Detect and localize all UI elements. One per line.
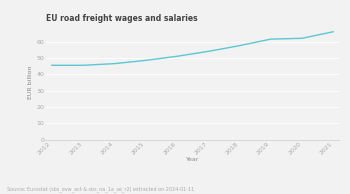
X-axis label: Year: Year (186, 157, 199, 162)
Y-axis label: EUR billion: EUR billion (28, 66, 34, 99)
Text: EU road freight wages and salaries: EU road freight wages and salaries (46, 14, 197, 23)
Text: Source: Eurostat (sbs_ovw_act & sbs_na_1a_se_r2) extracted on 2024-01-11: Source: Eurostat (sbs_ovw_act & sbs_na_1… (7, 186, 194, 192)
